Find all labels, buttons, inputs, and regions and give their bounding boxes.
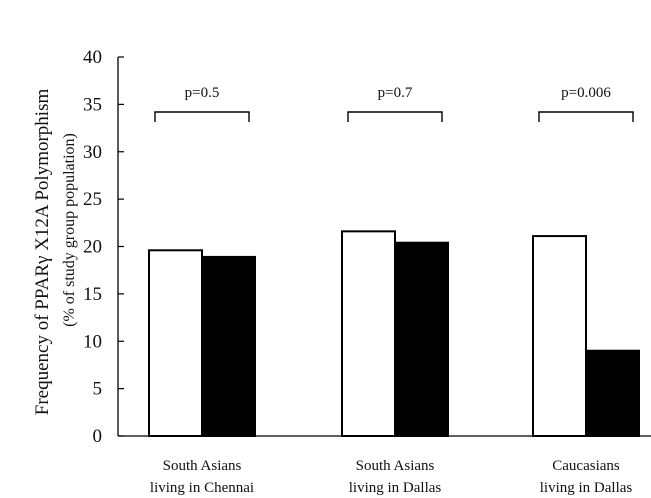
bar [394, 241, 449, 437]
x-category-label: living in Chennai [150, 480, 254, 496]
y-tick-label: 20 [83, 237, 102, 258]
y-axis-label: Frequency of PPARγ X12A Polymorphism [32, 89, 53, 416]
p-value-label: p=0.7 [378, 85, 413, 101]
y-tick-label: 25 [83, 189, 102, 210]
x-category-label: Caucasians [552, 458, 620, 474]
bar [201, 255, 256, 437]
x-category-label: living in Dallas [349, 480, 442, 496]
p-value-bracket [154, 111, 250, 122]
y-tick-label: 10 [83, 331, 102, 352]
y-tick-label: 5 [93, 379, 103, 400]
bars [148, 230, 640, 438]
category-labels: South Asians living in Chennai South Asian… [150, 458, 632, 496]
p-value-bracket [347, 111, 443, 122]
y-tick-label: 0 [93, 426, 103, 447]
x-category-label: living in Dallas [540, 480, 633, 496]
y-axis-title: Frequency of PPARγ X12A Polymorphism (% … [32, 89, 78, 416]
p-value-bracket [538, 111, 634, 122]
y-tick-label: 40 [83, 47, 102, 68]
annotations: p=0.5 p=0.7 p=0.006 [154, 85, 634, 122]
y-tick-label: 30 [83, 142, 102, 163]
y-tick-label: 35 [83, 94, 102, 115]
bar [341, 230, 396, 437]
x-category-label: South Asians [356, 458, 435, 474]
y-axis-sublabel: (% of study group population) [61, 133, 78, 327]
p-value-label: p=0.006 [561, 85, 611, 101]
bar [585, 349, 640, 438]
bar [148, 249, 203, 437]
y-tick-label: 15 [83, 284, 102, 305]
bar [532, 235, 587, 437]
x-category-label: South Asians [163, 458, 242, 474]
p-value-label: p=0.5 [185, 85, 220, 101]
